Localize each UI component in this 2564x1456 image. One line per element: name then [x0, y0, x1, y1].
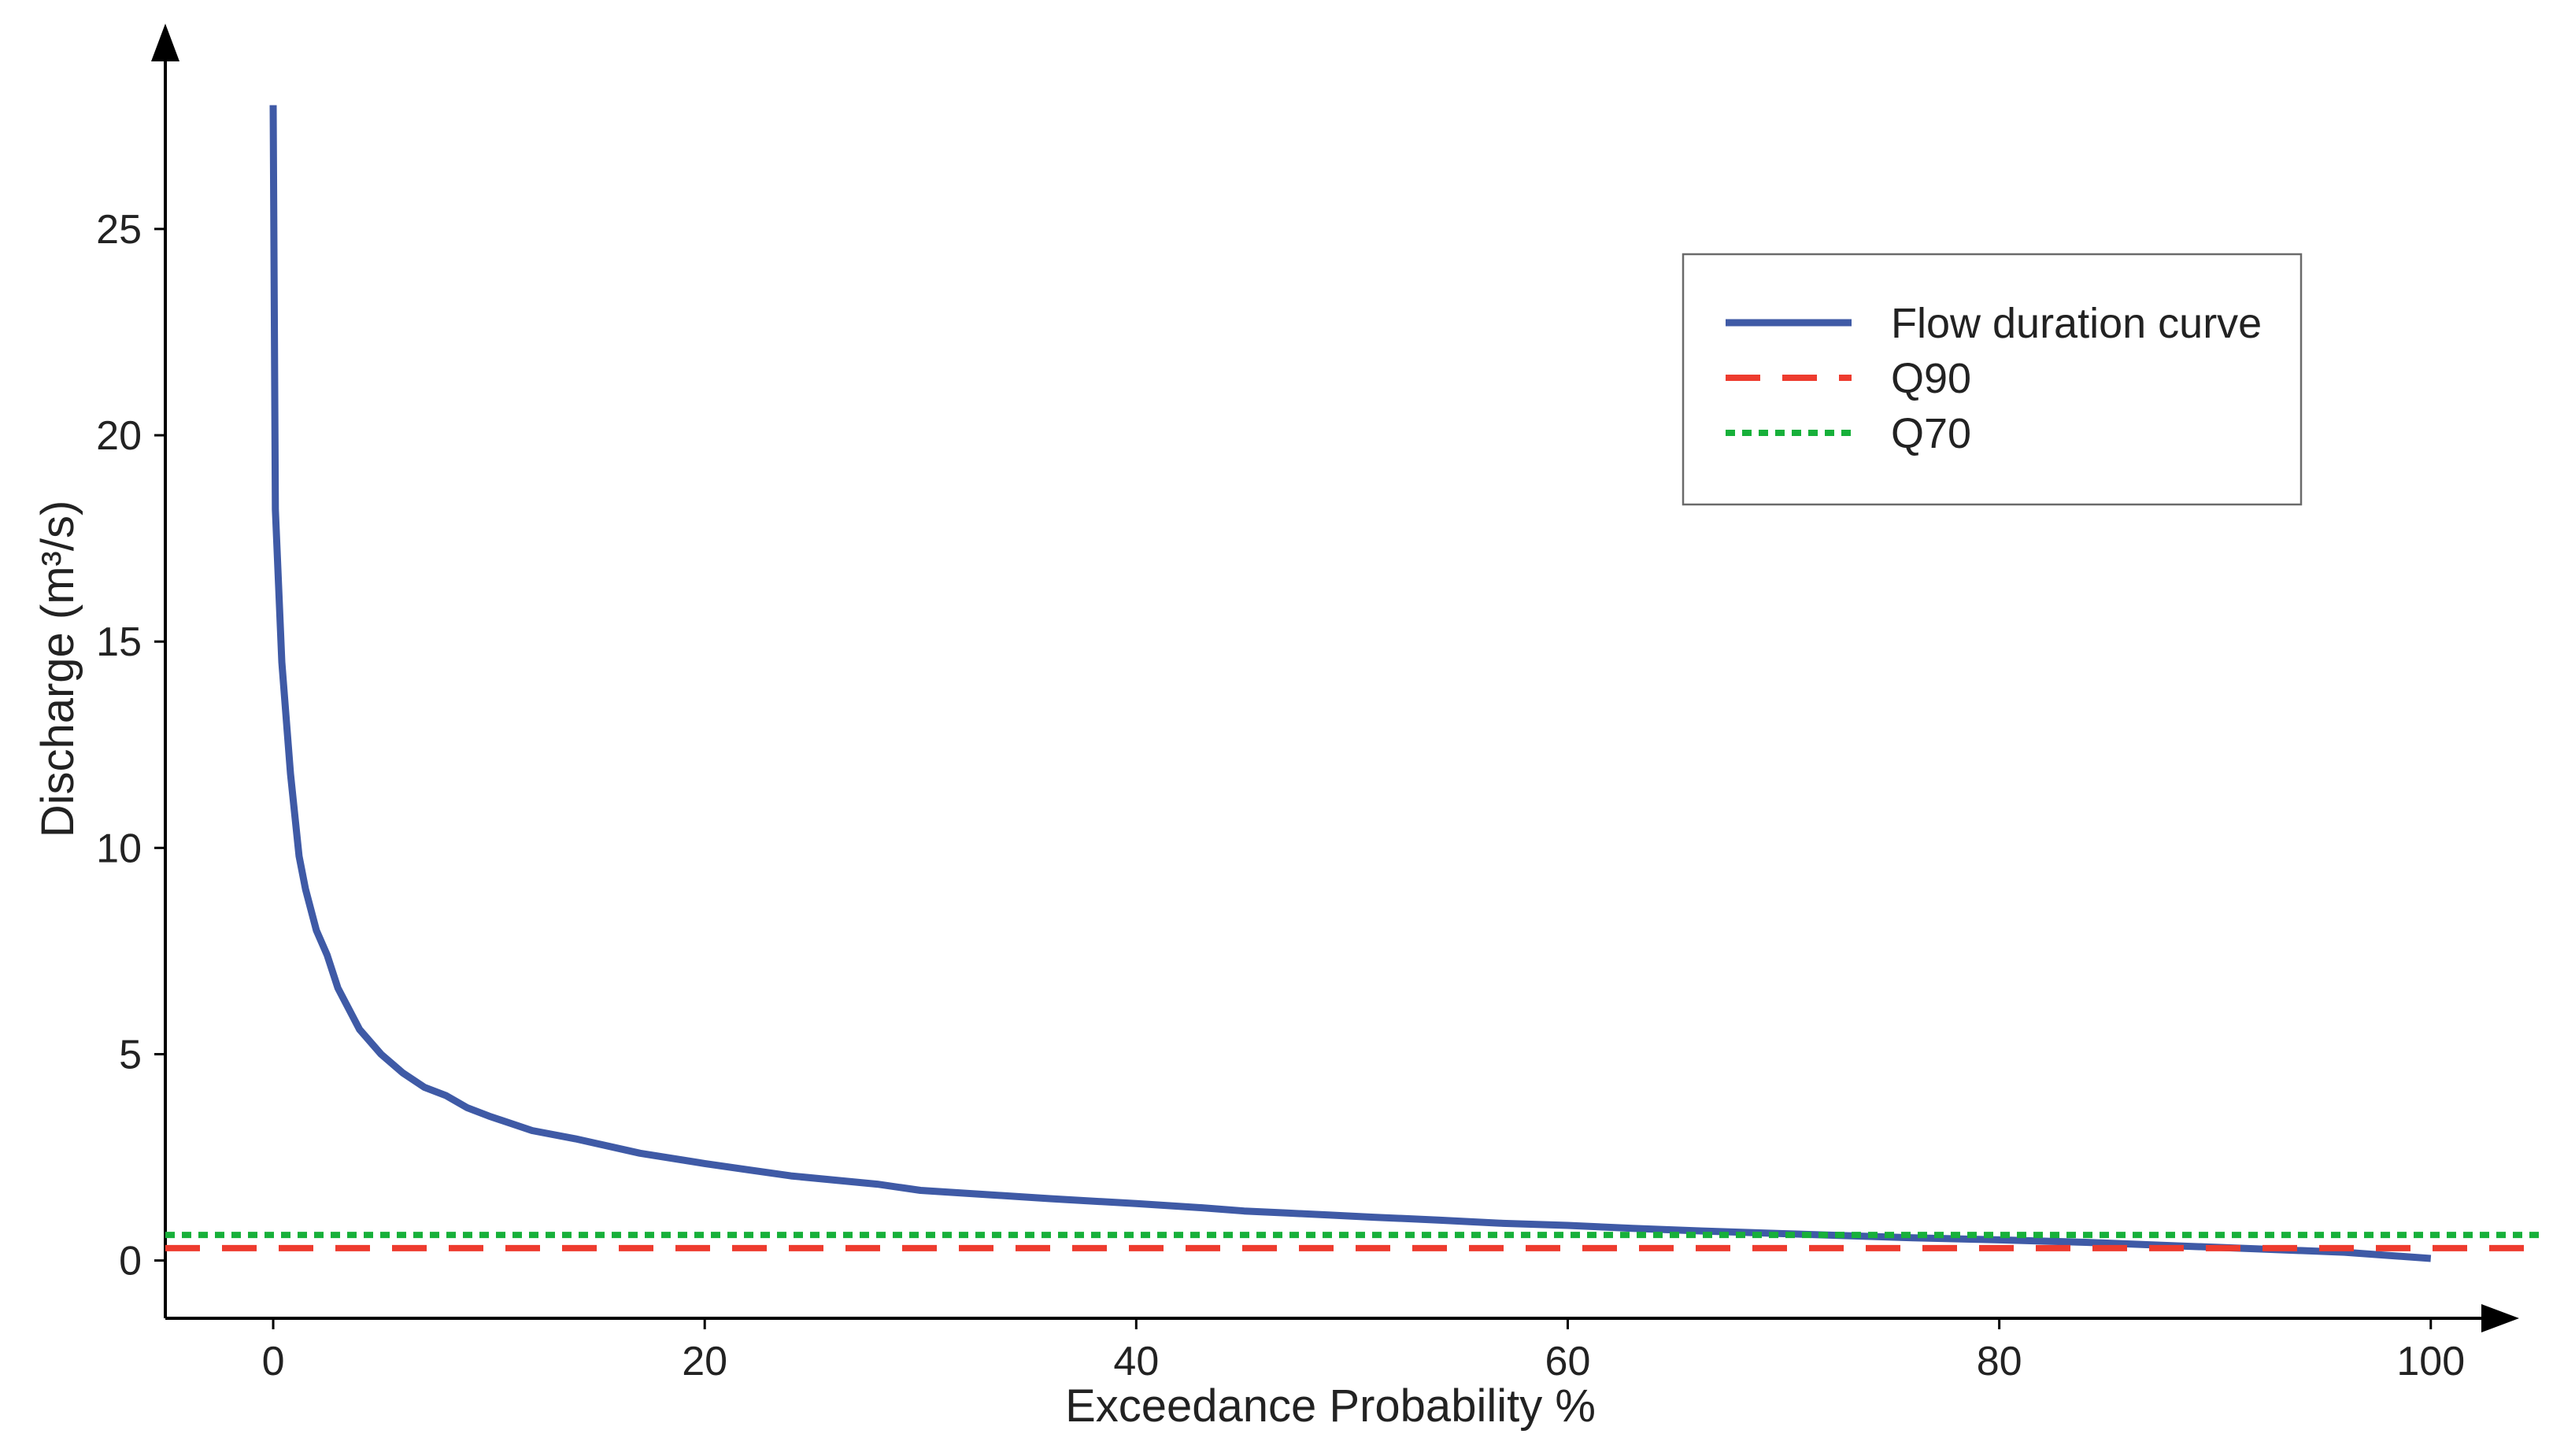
legend: Flow duration curve Q90 Q70 — [1682, 253, 2303, 506]
x-tick-label: 40 — [1113, 1339, 1159, 1384]
y-tick-label: 10 — [96, 826, 142, 871]
x-tick-label: 80 — [1977, 1339, 2022, 1384]
y-axis-label: Discharge (m³/s) — [32, 501, 83, 838]
axes — [151, 24, 2519, 1332]
legend-label-q70: Q70 — [1891, 410, 1971, 457]
y-ticks: 0 5 10 15 20 25 — [96, 207, 165, 1284]
y-axis-arrowhead — [151, 24, 179, 61]
x-tick-label: 60 — [1545, 1339, 1591, 1384]
legend-label-flow-duration-curve: Flow duration curve — [1891, 300, 2262, 347]
x-axis-arrowhead — [2481, 1304, 2519, 1332]
x-tick-label: 0 — [262, 1339, 285, 1384]
y-tick-label: 15 — [96, 619, 142, 665]
x-tick-label: 100 — [2396, 1339, 2465, 1384]
x-tick-label: 20 — [682, 1339, 727, 1384]
legend-label-q90: Q90 — [1891, 355, 1971, 402]
y-tick-label: 25 — [96, 207, 142, 253]
series-layer — [165, 105, 2544, 1262]
y-tick-label: 0 — [119, 1239, 142, 1284]
y-tick-label: 5 — [119, 1032, 142, 1077]
x-axis-label: Exceedance Probability % — [1065, 1380, 1596, 1432]
legend-box — [1682, 253, 2303, 506]
x-ticks: 0 20 40 60 80 100 — [262, 1318, 2465, 1384]
y-tick-label: 20 — [96, 413, 142, 459]
